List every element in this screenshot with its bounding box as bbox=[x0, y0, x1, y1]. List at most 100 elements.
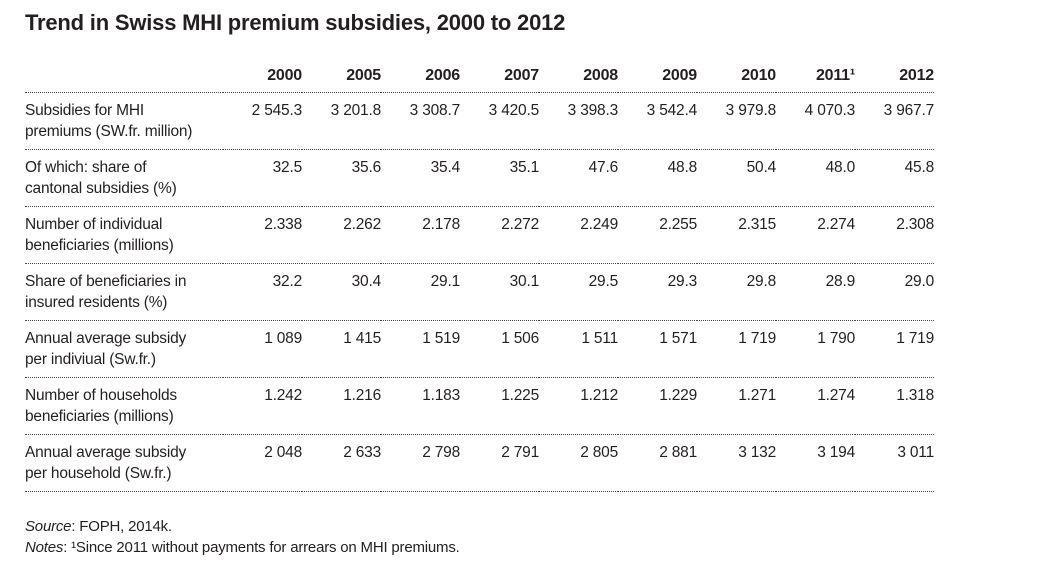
table-cell: 2 791 bbox=[460, 434, 539, 493]
row-label-line: Annual average subsidy bbox=[25, 330, 187, 348]
table-cell: 29.8 bbox=[697, 263, 776, 322]
footer-notes: Source: FOPH, 2014k. Notes: ¹Since 2011 … bbox=[25, 516, 1049, 558]
table-cell: 29.5 bbox=[539, 263, 618, 322]
column-header: 2012 bbox=[855, 67, 934, 94]
source-line: Source: FOPH, 2014k. bbox=[25, 516, 1049, 537]
table-cell: 30.4 bbox=[302, 263, 381, 322]
table-cell: 1.271 bbox=[697, 377, 776, 436]
table-cell: 2 798 bbox=[381, 434, 460, 493]
row-label-line: Of which: share of bbox=[25, 159, 147, 177]
row-label: Number of individual beneficiaries (mill… bbox=[25, 206, 223, 265]
table-cell: 2 805 bbox=[539, 434, 618, 493]
row-label-line: per household (Sw.fr.) bbox=[25, 465, 172, 483]
table-row: Of which: share of cantonal subsidies (%… bbox=[25, 149, 934, 208]
page-title: Trend in Swiss MHI premium subsidies, 20… bbox=[25, 10, 566, 35]
table-cell: 3 011 bbox=[855, 434, 934, 493]
table-cell: 32.5 bbox=[223, 149, 302, 208]
table-cell: 1 719 bbox=[697, 320, 776, 379]
table-cell: 2.262 bbox=[302, 206, 381, 265]
table-cell: 3 542.4 bbox=[618, 92, 697, 151]
table-row: Share of beneficiaries in insured reside… bbox=[25, 263, 934, 322]
column-header: 2000 bbox=[223, 67, 302, 94]
table-cell: 4 070.3 bbox=[776, 92, 855, 151]
table-cell: 1.212 bbox=[539, 377, 618, 436]
table-cell: 35.6 bbox=[302, 149, 381, 208]
table-cell: 1 506 bbox=[460, 320, 539, 379]
notes-text: : ¹Since 2011 without payments for arrea… bbox=[63, 539, 460, 557]
table-row: Annual average subsidy per household (Sw… bbox=[25, 434, 934, 493]
row-label-line: Number of individual bbox=[25, 216, 163, 234]
row-label-line: premiums (SW.fr. million) bbox=[25, 123, 193, 141]
table-cell: 3 201.8 bbox=[302, 92, 381, 151]
table-cell: 2 881 bbox=[618, 434, 697, 493]
source-text: : FOPH, 2014k. bbox=[71, 518, 172, 536]
table-cell: 1.225 bbox=[460, 377, 539, 436]
row-label-line: Annual average subsidy bbox=[25, 444, 187, 462]
table-cell: 3 967.7 bbox=[855, 92, 934, 151]
table-row: Number of households beneficiaries (mill… bbox=[25, 377, 934, 436]
table-cell: 1 415 bbox=[302, 320, 381, 379]
table-cell: 30.1 bbox=[460, 263, 539, 322]
table-cell: 2.274 bbox=[776, 206, 855, 265]
column-header: 2007 bbox=[460, 67, 539, 94]
table-cell: 2.249 bbox=[539, 206, 618, 265]
table-header-row: 2000 2005 2006 2007 2008 2009 2010 2011¹… bbox=[25, 67, 934, 94]
table-cell: 1 089 bbox=[223, 320, 302, 379]
table-cell: 1 719 bbox=[855, 320, 934, 379]
table-cell: 29.1 bbox=[381, 263, 460, 322]
table-cell: 2.338 bbox=[223, 206, 302, 265]
table-cell: 2.178 bbox=[381, 206, 460, 265]
row-label: Annual average subsidy per household (Sw… bbox=[25, 434, 223, 493]
table-cell: 2.255 bbox=[618, 206, 697, 265]
table-cell: 2.308 bbox=[855, 206, 934, 265]
table-cell: 29.0 bbox=[855, 263, 934, 322]
row-label-line: Number of households bbox=[25, 387, 177, 405]
table-row: Subsidies for MHI premiums (SW.fr. milli… bbox=[25, 92, 934, 151]
row-label-line: Subsidies for MHI bbox=[25, 102, 144, 120]
subsidies-table: 2000 2005 2006 2007 2008 2009 2010 2011¹… bbox=[25, 67, 934, 493]
table-cell: 29.3 bbox=[618, 263, 697, 322]
table-cell: 1.229 bbox=[618, 377, 697, 436]
table-cell: 3 132 bbox=[697, 434, 776, 493]
table-cell: 1.318 bbox=[855, 377, 934, 436]
table-cell: 1.274 bbox=[776, 377, 855, 436]
table-cell: 1 511 bbox=[539, 320, 618, 379]
table-cell: 48.8 bbox=[618, 149, 697, 208]
table-cell: 3 398.3 bbox=[539, 92, 618, 151]
table-cell: 1.242 bbox=[223, 377, 302, 436]
column-header: 2008 bbox=[539, 67, 618, 94]
row-label-line: beneficiaries (millions) bbox=[25, 237, 174, 255]
row-label: Subsidies for MHI premiums (SW.fr. milli… bbox=[25, 92, 223, 151]
table-cell: 35.1 bbox=[460, 149, 539, 208]
table-row: Number of individual beneficiaries (mill… bbox=[25, 206, 934, 265]
table-cell: 2 048 bbox=[223, 434, 302, 493]
table-cell: 2 545.3 bbox=[223, 92, 302, 151]
table-cell: 48.0 bbox=[776, 149, 855, 208]
row-label: Number of households beneficiaries (mill… bbox=[25, 377, 223, 436]
row-label: Share of beneficiaries in insured reside… bbox=[25, 263, 223, 322]
notes-line: Notes: ¹Since 2011 without payments for … bbox=[25, 537, 1049, 558]
table-cell: 3 194 bbox=[776, 434, 855, 493]
table-cell: 2 633 bbox=[302, 434, 381, 493]
table-cell: 2.315 bbox=[697, 206, 776, 265]
table-cell: 1.183 bbox=[381, 377, 460, 436]
table-cell: 2.272 bbox=[460, 206, 539, 265]
table-cell: 3 979.8 bbox=[697, 92, 776, 151]
column-header: 2006 bbox=[381, 67, 460, 94]
row-label: Of which: share of cantonal subsidies (%… bbox=[25, 149, 223, 208]
column-header: 2010 bbox=[697, 67, 776, 94]
column-header: 2005 bbox=[302, 67, 381, 94]
row-label-line: cantonal subsidies (%) bbox=[25, 180, 177, 198]
table-cell: 35.4 bbox=[381, 149, 460, 208]
notes-label: Notes bbox=[25, 539, 64, 557]
row-label-line: Share of beneficiaries in bbox=[25, 273, 187, 291]
corner-cell bbox=[25, 67, 223, 94]
column-header: 2009 bbox=[618, 67, 697, 94]
table-cell: 28.9 bbox=[776, 263, 855, 322]
table-cell: 1.216 bbox=[302, 377, 381, 436]
table-cell: 3 308.7 bbox=[381, 92, 460, 151]
row-label-line: beneficiaries (millions) bbox=[25, 408, 174, 426]
table-cell: 3 420.5 bbox=[460, 92, 539, 151]
table-row: Annual average subsidy per indiviual (Sw… bbox=[25, 320, 934, 379]
